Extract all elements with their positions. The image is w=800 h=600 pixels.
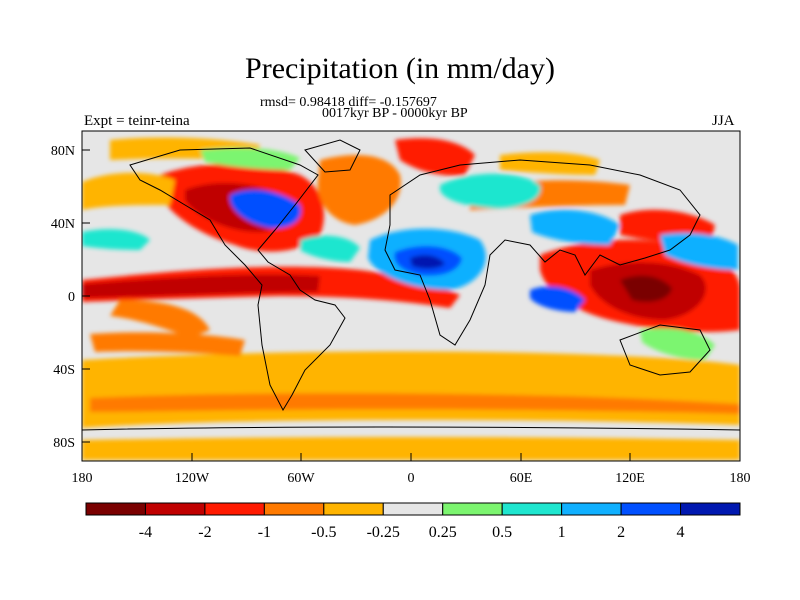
colorbar-swatch [85, 502, 146, 516]
colorbar-label: 1 [558, 524, 566, 541]
lon-tick-label: 120E [615, 471, 645, 486]
colorbar-swatch [204, 502, 265, 516]
eurasia-wet [440, 173, 541, 209]
colorbar-label: -2 [198, 524, 211, 541]
north-america-wet [230, 189, 301, 229]
afro-eurasia-outline [384, 159, 701, 346]
colorbar-label: -1 [258, 524, 271, 541]
period-line: 0017kyr BP - 0000kyr BP [322, 106, 468, 121]
stats-line: rmsd= 0.98418 diff= -0.157697 [260, 95, 437, 110]
lat-tick-label: 40N [51, 217, 75, 232]
lon-tick-label: 180 [730, 471, 751, 486]
colorbar-swatch [263, 502, 325, 516]
lat-tick-label: 80S [53, 436, 75, 451]
lat-tick-label: 80N [51, 144, 75, 159]
indian-ocean-wet [530, 286, 585, 312]
antarctic-band [82, 437, 740, 460]
north-atlantic-dry [317, 155, 401, 225]
siberia-dry [500, 152, 600, 175]
colorbar-swatch [680, 502, 741, 516]
experiment-label: Expt = teinr-teina [84, 113, 190, 129]
plot-title: Precipitation (in mm/day) [245, 52, 555, 85]
caribbean-wet [300, 235, 360, 262]
precip-field [82, 131, 740, 461]
east-pacific-patch [110, 300, 210, 338]
australia-outline [619, 324, 711, 376]
lon-tick-label: 60E [510, 471, 533, 486]
colorbar-swatch [382, 502, 444, 516]
colorbar-swatch [620, 502, 682, 516]
south-pacific-orange [90, 332, 245, 356]
coastlines [82, 139, 740, 431]
colorbar-label: 2 [617, 524, 625, 541]
lon-tick-label: 60W [287, 471, 315, 486]
colorbar-swatch [144, 502, 206, 516]
southern-ocean-orange [90, 393, 740, 414]
lon-tick-label: 120W [175, 471, 210, 486]
asia-wet [530, 209, 620, 245]
colorbar: -4 -2 -1 -0.5 -0.25 0.25 0.5 1 2 4 [85, 502, 741, 541]
lat-axis: 80N 40N 0 40S 80S [51, 144, 90, 451]
atlantic-wet-max [410, 255, 445, 269]
north-pacific-band [82, 172, 175, 210]
colorbar-label: 0.25 [429, 524, 457, 541]
lat-tick-label: 0 [68, 290, 75, 305]
colorbar-label: -4 [139, 524, 152, 541]
colorbar-swatch [561, 502, 622, 516]
colorbar-label: -0.25 [367, 524, 400, 541]
antarctica-outline [82, 426, 740, 431]
lon-axis: 180 120W 60W 0 60E 120E 180 [72, 453, 751, 486]
maritime-deepest [620, 275, 672, 302]
colorbar-label: 4 [677, 524, 685, 541]
colorbar-label: 0.5 [492, 524, 512, 541]
australia-wet [640, 328, 715, 360]
arctic-wet [200, 147, 300, 170]
lon-tick-label: 0 [408, 471, 415, 486]
americas-outline [129, 147, 346, 412]
season-label: JJA [712, 113, 735, 129]
southern-ocean-band [82, 351, 740, 428]
lat-tick-label: 40S [53, 363, 75, 378]
pacific-wet [82, 229, 150, 250]
lon-tick-label: 180 [72, 471, 93, 486]
greenland-outline [304, 139, 361, 173]
colorbar-swatch [501, 502, 563, 516]
colorbar-swatch [442, 502, 503, 516]
colorbar-label: -0.5 [311, 524, 336, 541]
colorbar-swatch [323, 502, 384, 516]
